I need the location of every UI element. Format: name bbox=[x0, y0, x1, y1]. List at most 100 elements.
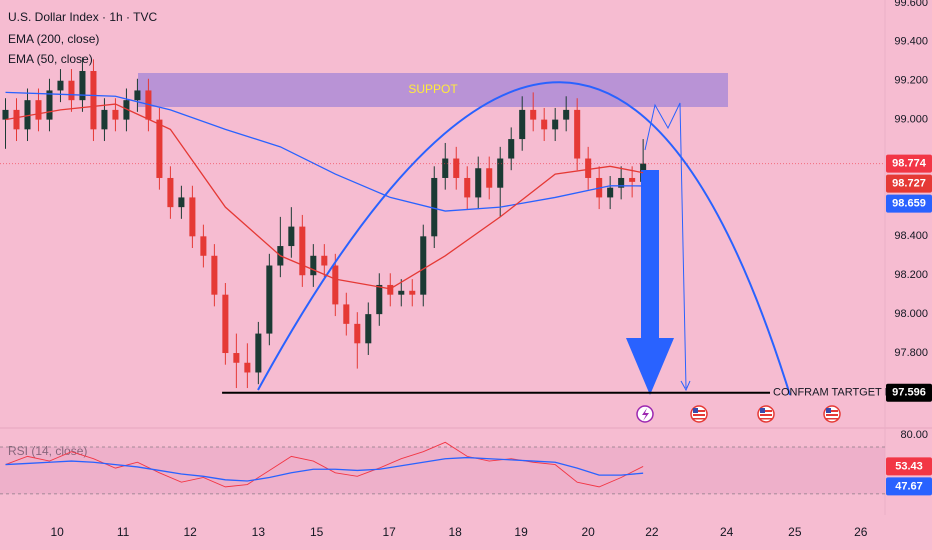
candle-body bbox=[90, 70, 97, 130]
x-tick-label: 13 bbox=[252, 525, 266, 539]
down-arrow bbox=[626, 170, 674, 395]
price-badge bbox=[886, 174, 932, 193]
candle-body bbox=[486, 168, 493, 188]
candle-body bbox=[299, 226, 306, 276]
candle-body bbox=[442, 158, 449, 178]
flag-icon bbox=[690, 405, 708, 423]
candle-body bbox=[629, 177, 636, 182]
flag-icon bbox=[757, 405, 775, 423]
y-tick-label: 99.400 bbox=[894, 36, 928, 48]
candle-body bbox=[332, 265, 339, 305]
candle-body bbox=[541, 119, 548, 130]
x-tick-label: 11 bbox=[117, 525, 130, 539]
candle-body bbox=[530, 109, 537, 120]
candle-body bbox=[156, 119, 163, 178]
x-tick-label: 22 bbox=[645, 525, 659, 539]
candle-body bbox=[233, 353, 240, 363]
rsi-badge-label: 47.67 bbox=[895, 480, 923, 492]
y-tick-label: 97.800 bbox=[894, 347, 928, 359]
rsi-badge-label: 53.43 bbox=[895, 460, 923, 472]
flag-icon bbox=[823, 405, 841, 423]
candle-body bbox=[288, 226, 295, 247]
candle-body bbox=[178, 197, 185, 208]
candle-body bbox=[563, 109, 570, 120]
x-tick-label: 24 bbox=[720, 525, 734, 539]
price-badge-label: 98.659 bbox=[892, 197, 926, 209]
candle-body bbox=[200, 236, 207, 256]
candle-body bbox=[112, 109, 119, 120]
path-drawing bbox=[644, 102, 687, 389]
candle-body bbox=[255, 333, 262, 373]
price-badge bbox=[886, 154, 932, 173]
candle-body bbox=[79, 70, 86, 101]
event-icons bbox=[636, 405, 841, 423]
candle-body bbox=[2, 109, 9, 120]
candle-body bbox=[46, 90, 53, 120]
x-tick-label: 17 bbox=[383, 525, 397, 539]
x-tick-label: 18 bbox=[448, 525, 462, 539]
candle-body bbox=[13, 109, 20, 130]
candle-body bbox=[310, 255, 317, 276]
path-arrowhead bbox=[680, 380, 691, 392]
candle-body bbox=[365, 314, 372, 344]
zone-label: SUPPOT bbox=[408, 82, 458, 96]
y-tick-label: 98.200 bbox=[894, 269, 928, 281]
candle-body bbox=[167, 177, 174, 208]
candles bbox=[2, 57, 647, 389]
price-badge bbox=[886, 194, 932, 213]
candle-body bbox=[409, 290, 416, 295]
y-tick-label: 99.200 bbox=[894, 75, 928, 87]
price-badge-label: 98.727 bbox=[892, 177, 926, 189]
candle-body bbox=[24, 100, 31, 130]
chart-title: U.S. Dollar Index · 1h · TVC bbox=[8, 10, 157, 24]
candle-body bbox=[101, 109, 108, 130]
legend-entry: EMA (50, close) bbox=[8, 52, 93, 66]
x-tick-label: 25 bbox=[788, 525, 802, 539]
x-tick-label: 12 bbox=[184, 525, 198, 539]
candle-body bbox=[134, 90, 141, 101]
x-tick-label: 19 bbox=[514, 525, 528, 539]
rsi-line bbox=[5, 456, 644, 482]
candle-body bbox=[607, 187, 614, 198]
candle-body bbox=[222, 294, 229, 354]
candle-body bbox=[321, 255, 328, 266]
candle-body bbox=[343, 304, 350, 324]
rsi-line bbox=[5, 441, 644, 488]
candle-body bbox=[552, 119, 559, 130]
target-badge bbox=[886, 383, 932, 402]
y-tick-label: 98.000 bbox=[894, 308, 928, 320]
target-label: CONFRAM TARTGET POINT bbox=[773, 387, 919, 399]
target-badge-label: 97.596 bbox=[892, 387, 926, 399]
candle-body bbox=[387, 284, 394, 295]
candle-body bbox=[266, 265, 273, 334]
legend-entry: EMA (200, close) bbox=[8, 32, 99, 46]
candle-body bbox=[585, 158, 592, 178]
x-tick-label: 10 bbox=[50, 525, 64, 539]
candle-body bbox=[508, 139, 515, 159]
candle-body bbox=[354, 323, 361, 344]
x-tick-label: 15 bbox=[310, 525, 324, 539]
candle-body bbox=[189, 197, 196, 237]
candle-body bbox=[497, 158, 504, 188]
candle-body bbox=[464, 177, 471, 198]
candle-body bbox=[453, 158, 460, 178]
y-tick-label: 99.600 bbox=[894, 0, 928, 9]
rsi-tick-label: 80.00 bbox=[900, 429, 928, 441]
candle-body bbox=[123, 100, 130, 120]
rsi-badge bbox=[886, 457, 932, 476]
ema-line bbox=[5, 103, 644, 290]
rsi-band bbox=[0, 447, 885, 494]
candle-body bbox=[618, 177, 625, 188]
candle-body bbox=[420, 236, 427, 295]
candle-body bbox=[57, 80, 64, 91]
lightning bbox=[642, 408, 649, 421]
candle-body bbox=[475, 168, 482, 198]
x-tick-label: 26 bbox=[854, 525, 868, 539]
candle-body bbox=[35, 100, 42, 120]
candle-body bbox=[68, 80, 75, 101]
candle-body bbox=[398, 290, 405, 295]
y-tick-label: 99.000 bbox=[894, 114, 928, 126]
candle-body bbox=[211, 255, 218, 295]
candle-body bbox=[431, 177, 438, 237]
